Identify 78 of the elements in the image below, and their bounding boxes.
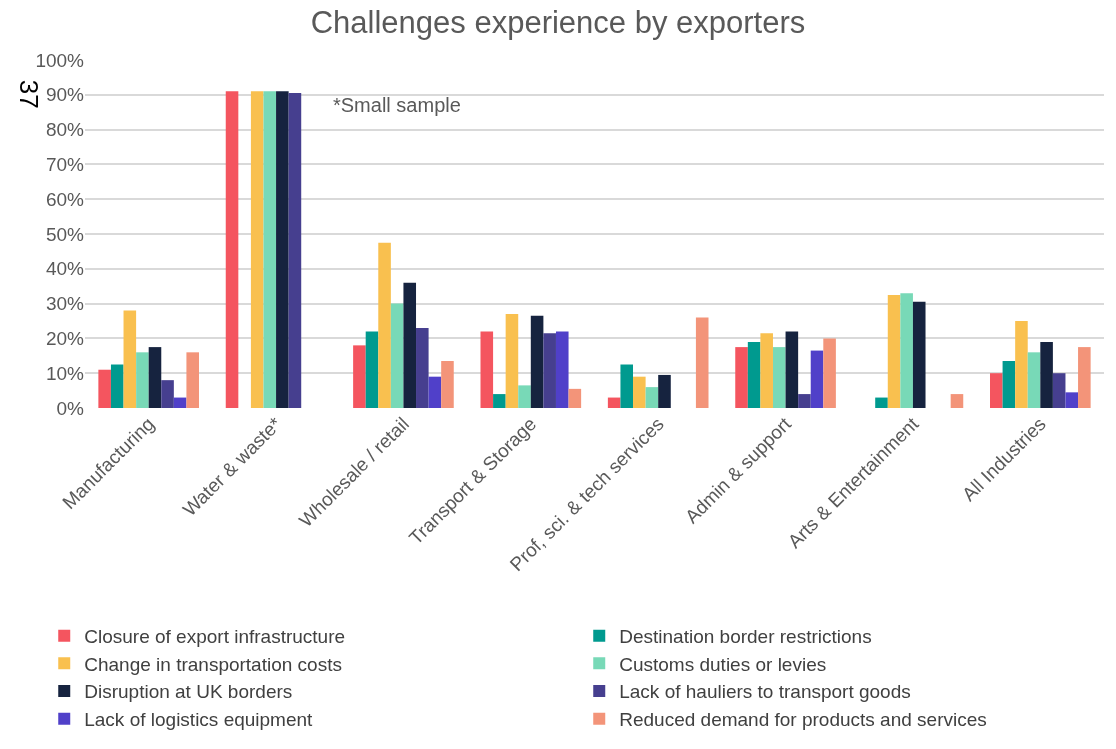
bar (747, 341, 761, 408)
bar (186, 352, 199, 408)
legend-label: Customs duties or levies (619, 653, 827, 675)
bar (760, 333, 773, 408)
bar (1040, 341, 1053, 408)
bar (785, 331, 799, 408)
y-tick-label: 10% (45, 362, 85, 384)
bar (441, 361, 454, 408)
text: 37 (13, 79, 44, 109)
bar (428, 376, 442, 408)
bar (416, 327, 429, 408)
bar (123, 310, 137, 408)
legend-label: Reduced demand for products and services (619, 709, 987, 731)
y-tick-label: 80% (45, 119, 85, 141)
bar (912, 301, 926, 408)
bar (1015, 321, 1028, 408)
bar (288, 93, 302, 408)
bar (518, 385, 531, 408)
bar (658, 374, 671, 408)
bar (493, 394, 506, 408)
legend-label: Lack of logistics equipment (84, 709, 314, 731)
bar (173, 397, 187, 408)
y-tick-label: 100% (35, 49, 85, 71)
bar (263, 91, 277, 408)
bar (148, 347, 162, 408)
legend-label: Closure of export infrastructure (84, 626, 346, 648)
bar (353, 345, 366, 408)
bar (250, 91, 264, 408)
y-tick-label: 30% (45, 293, 85, 315)
bar (735, 347, 748, 408)
bar (225, 91, 239, 408)
y-tick-label: 0% (56, 397, 85, 419)
bar (1078, 347, 1091, 408)
bar (875, 397, 888, 408)
bar (823, 338, 836, 408)
legend-label: Change in transportation costs (84, 653, 342, 675)
bar (1052, 373, 1066, 408)
bar (555, 331, 569, 408)
bar (633, 376, 646, 408)
y-tick-label: 70% (45, 154, 85, 176)
bar (365, 331, 379, 408)
bar (480, 331, 494, 408)
legend-label: Disruption at UK borders (84, 681, 293, 703)
bar (772, 347, 786, 408)
bar (543, 333, 556, 408)
bar (110, 364, 124, 408)
bar (900, 293, 913, 408)
legend-label: Destination border restrictions (619, 626, 872, 648)
bar (1065, 392, 1079, 408)
bar (161, 380, 174, 408)
bar (695, 317, 709, 408)
chart-title: Challenges experience by exporters (310, 4, 806, 40)
annotation: *Small sample (333, 94, 461, 116)
bar (810, 350, 824, 408)
y-tick-label: 90% (45, 84, 85, 106)
bar (98, 369, 111, 408)
bar (1002, 361, 1016, 408)
legend-label: Lack of hauliers to transport goods (619, 681, 911, 703)
y-tick-label: 20% (45, 328, 85, 350)
bar (887, 294, 901, 408)
bar (505, 314, 519, 408)
bar (645, 387, 659, 408)
bar (530, 315, 544, 408)
bar (950, 394, 964, 408)
y-tick-label: 40% (45, 258, 85, 280)
bar (798, 394, 811, 408)
bar (607, 397, 621, 408)
bar (378, 242, 391, 408)
bar (403, 282, 417, 408)
bar (276, 91, 289, 408)
bar (136, 352, 149, 408)
bar (620, 364, 634, 408)
bar (990, 373, 1003, 408)
y-tick-label: 50% (45, 223, 85, 245)
bar (568, 388, 582, 408)
bar (1027, 352, 1041, 408)
bar (390, 303, 404, 408)
y-tick-label: 60% (45, 188, 85, 210)
